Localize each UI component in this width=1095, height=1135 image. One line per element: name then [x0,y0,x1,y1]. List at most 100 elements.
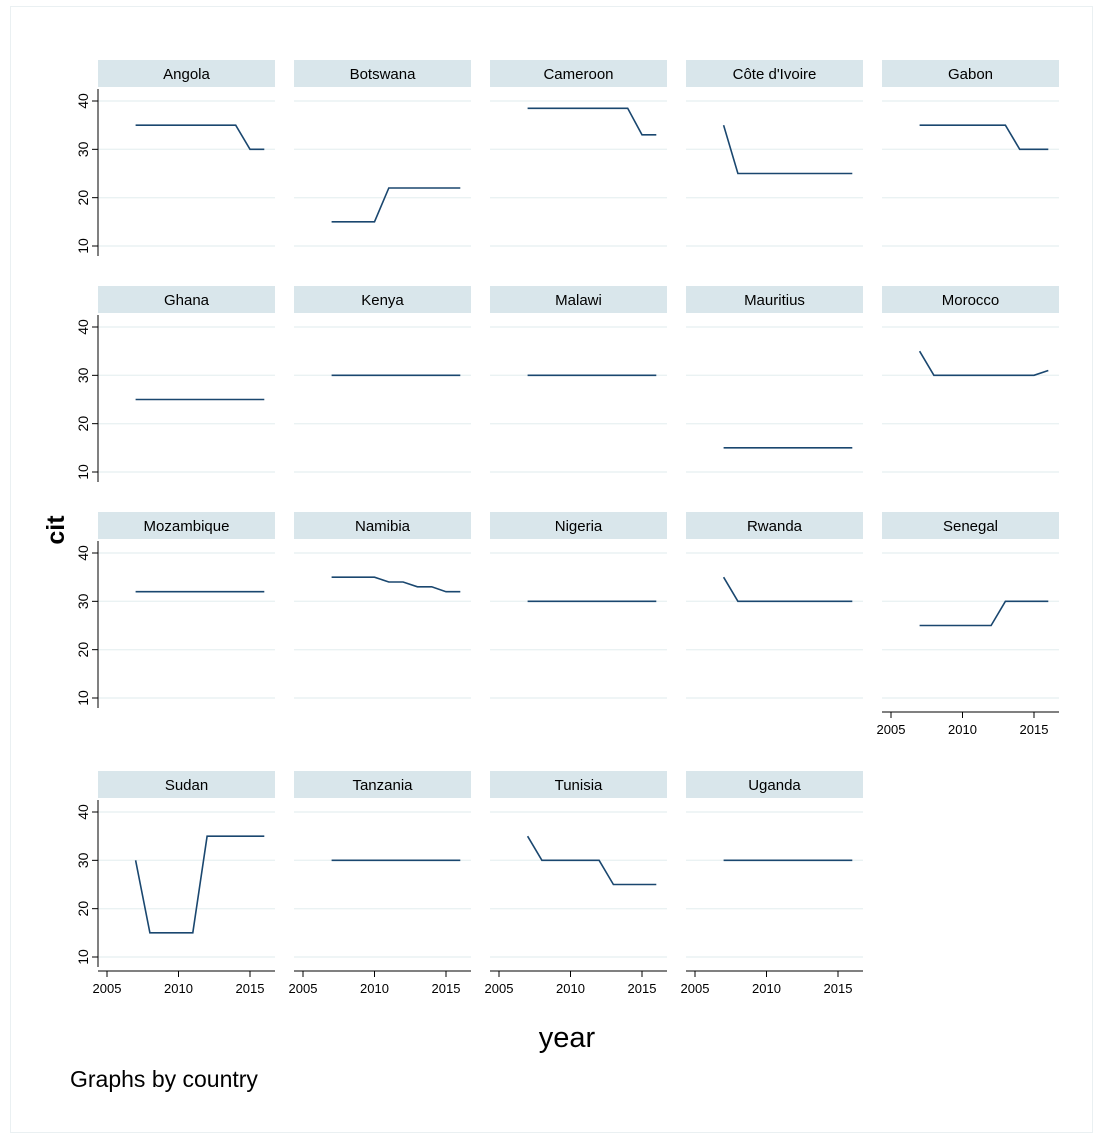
y-tick-label: 30 [75,367,91,383]
panel-mauritius: Mauritius [686,286,863,473]
series-line [526,835,657,886]
panel-strip [98,512,275,539]
panel-title: Senegal [943,518,998,535]
x-tick-label: 2010 [752,981,781,996]
x-tick-label: 2010 [948,722,977,737]
panel-title: Uganda [748,777,801,794]
panel-strip [490,512,667,539]
panel-strip [98,286,275,313]
series-line [135,124,265,151]
panel-title: Tunisia [555,777,603,794]
panel-gabon: Gabon [882,60,1059,247]
y-tick-label: 20 [75,416,91,432]
panel-strip [882,60,1059,87]
panel-title: Gabon [948,66,993,83]
panel-sudan: Sudan 10 20 30 40 2005 2010 2015 [75,771,275,996]
y-tick-label: 40 [75,804,91,820]
series-line [331,187,461,223]
panel-strip [294,512,471,539]
panel-strip [98,60,275,87]
panel-title: Sudan [165,777,208,794]
panel-strip [686,771,863,798]
series-line [918,350,1049,377]
panel-tunisia: Tunisia 2005 2010 2015 [485,771,667,996]
panel-senegal: Senegal 2005 2010 2015 [877,512,1059,737]
y-tick-label: 20 [75,901,91,917]
y-tick-label: 10 [75,464,91,480]
panel-title: Morocco [942,292,1000,309]
series-line [134,835,265,934]
panel-morocco: Morocco [882,286,1059,473]
panel-rwanda: Rwanda [686,512,863,699]
series-line [722,124,853,175]
x-axis-label: year [539,1022,596,1054]
panel-kenya: Kenya [294,286,471,473]
panel-strip [490,60,667,87]
x-tick-label: 2015 [628,981,657,996]
panel-title: Cameroon [543,66,613,83]
panel-strip [686,60,863,87]
panel-botswana: Botswana [294,60,471,247]
x-tick-label: 2015 [236,981,265,996]
panel-title: Kenya [361,292,404,309]
panel-c-te-d-ivoire: Côte d'Ivoire [686,60,863,247]
y-tick-label: 40 [75,93,91,109]
panel-namibia: Namibia [294,512,471,699]
panel-strip [882,286,1059,313]
panel-mozambique: Mozambique 10 20 30 40 [75,512,275,708]
x-tick-label: 2010 [360,981,389,996]
series-line [722,576,853,603]
chart-frame [10,6,1093,1133]
series-line [919,600,1049,627]
panel-strip [686,286,863,313]
x-tick-label: 2005 [289,981,318,996]
panel-title: Malawi [555,292,602,309]
x-tick-label: 2010 [164,981,193,996]
panel-title: Mauritius [744,292,805,309]
x-tick-label: 2005 [877,722,906,737]
panel-strip [294,60,471,87]
y-tick-label: 30 [75,593,91,609]
panel-tanzania: Tanzania 2005 2010 2015 [289,771,471,996]
x-tick-label: 2015 [824,981,853,996]
panel-strip [882,512,1059,539]
panel-title: Rwanda [747,518,803,535]
panel-uganda: Uganda 2005 2010 2015 [681,771,863,996]
panel-title: Angola [163,66,210,83]
y-tick-label: 30 [75,852,91,868]
y-tick-label: 30 [75,141,91,157]
x-tick-label: 2005 [681,981,710,996]
y-tick-label: 40 [75,545,91,561]
panel-strip [98,771,275,798]
y-tick-label: 20 [75,190,91,206]
y-tick-label: 10 [75,238,91,254]
x-tick-label: 2005 [485,981,514,996]
x-tick-label: 2005 [93,981,122,996]
x-tick-label: 2010 [556,981,585,996]
panel-strip [490,286,667,313]
y-tick-label: 10 [75,690,91,706]
series-line [527,107,657,136]
panel-title: Botswana [350,66,417,83]
y-tick-label: 20 [75,642,91,658]
panel-malawi: Malawi [490,286,667,473]
panel-angola: Angola 10 20 30 40 [75,60,275,256]
panel-title: Côte d'Ivoire [733,66,817,83]
y-axis-label: cit [42,515,70,545]
y-tick-label: 40 [75,319,91,335]
panel-strip [686,512,863,539]
x-tick-label: 2015 [432,981,461,996]
panel-cameroon: Cameroon [490,60,667,247]
y-tick-label: 10 [75,949,91,965]
panel-title: Mozambique [144,518,230,535]
panel-nigeria: Nigeria [490,512,667,699]
panel-title: Ghana [164,292,210,309]
graphs-by-note: Graphs by country [70,1066,258,1092]
x-tick-label: 2015 [1020,722,1049,737]
panel-strip [490,771,667,798]
panel-title: Nigeria [555,518,603,535]
series-line [919,124,1049,151]
panel-strip [294,286,471,313]
panel-strip [294,771,471,798]
